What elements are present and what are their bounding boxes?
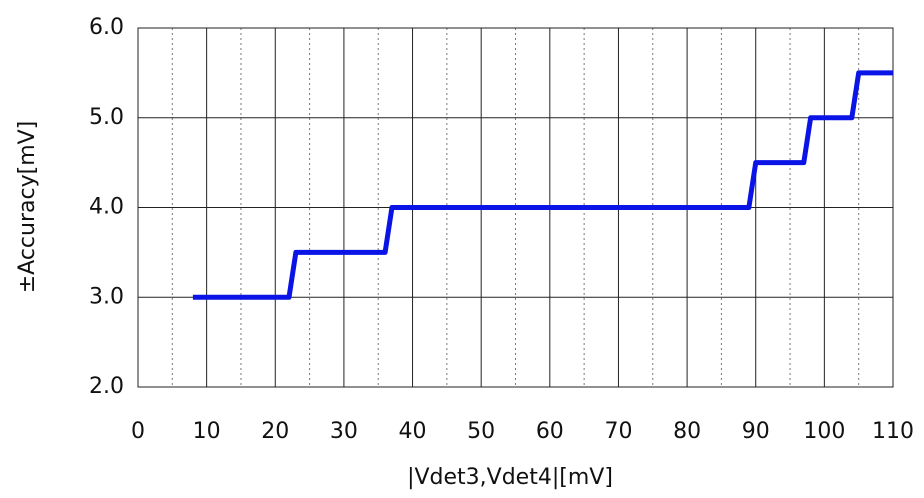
- plot-frame: [137, 27, 894, 388]
- x-tick-label: 10: [193, 419, 221, 444]
- x-tick-label: 80: [673, 419, 701, 444]
- x-tick-label: 40: [399, 419, 427, 444]
- y-axis-label: ±Accuracy[mV]: [15, 121, 40, 294]
- y-tick-label: 6.0: [89, 15, 124, 40]
- x-tick-label: 0: [131, 419, 145, 444]
- y-tick-label: 4.0: [89, 195, 124, 220]
- x-tick-label: 30: [330, 419, 358, 444]
- y-tick-label: 2.0: [89, 374, 124, 399]
- x-tick-label: 70: [604, 419, 632, 444]
- x-tick-label: 50: [467, 419, 495, 444]
- x-tick-label: 100: [803, 419, 845, 444]
- x-tick-label: 20: [261, 419, 289, 444]
- x-tick-label: 90: [742, 419, 770, 444]
- x-tick-label: 60: [536, 419, 564, 444]
- y-tick-label: 3.0: [89, 284, 124, 309]
- x-axis-label: |Vdet3,Vdet4|[mV]: [407, 465, 613, 490]
- y-tick-label: 5.0: [89, 105, 124, 130]
- x-tick-label: 110: [872, 419, 914, 444]
- data-line: [192, 70, 893, 300]
